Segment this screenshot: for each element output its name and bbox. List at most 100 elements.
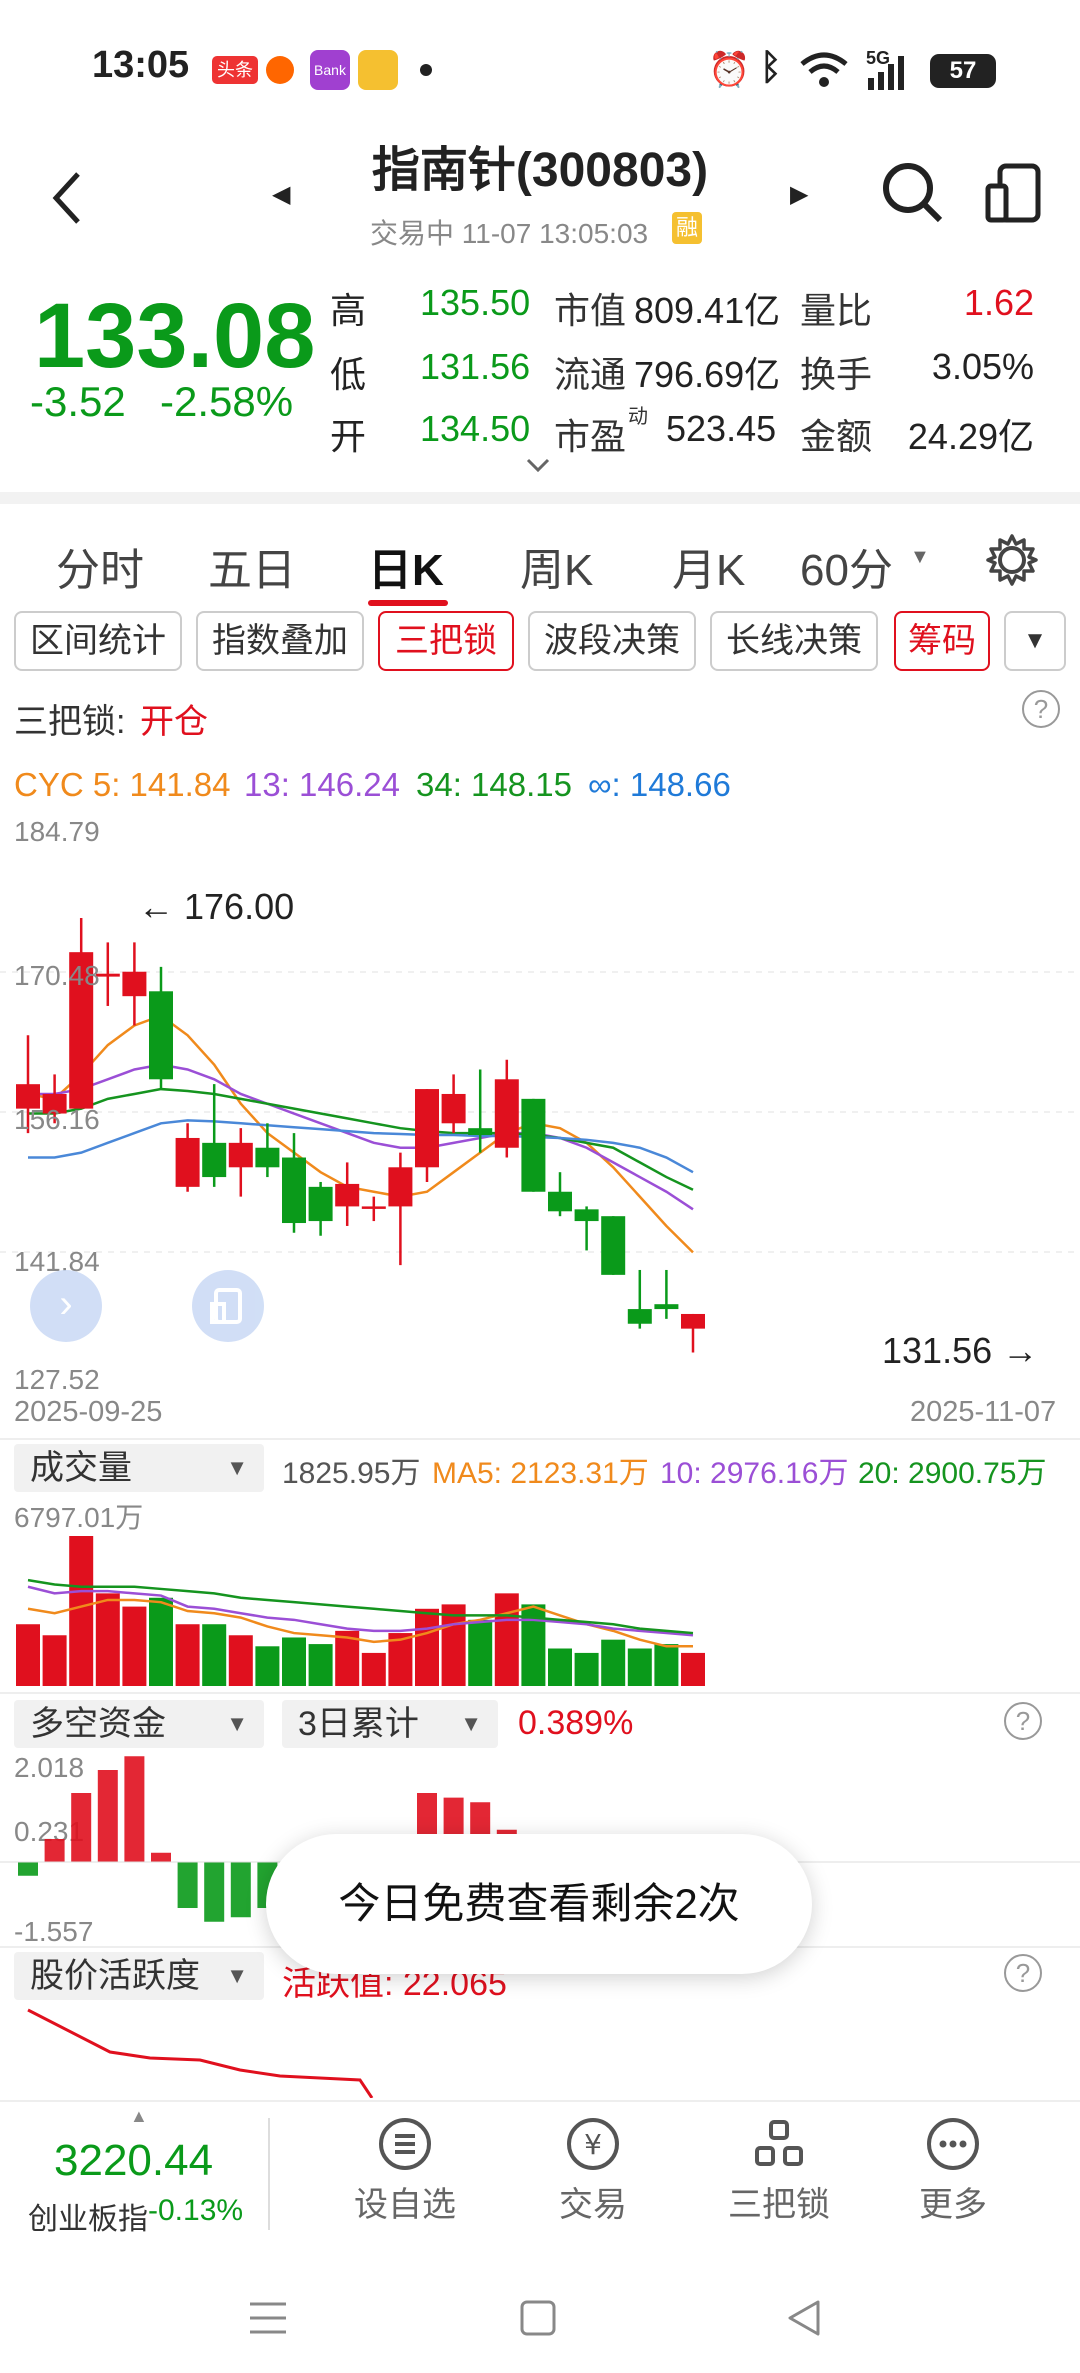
landscape-icon[interactable] bbox=[984, 162, 1044, 224]
volume-bar bbox=[441, 1604, 466, 1686]
index-up-icon: ▲ bbox=[130, 2106, 148, 2126]
candle-body bbox=[574, 1209, 599, 1222]
expand-chevron-icon[interactable] bbox=[526, 458, 550, 472]
volume-bar bbox=[681, 1652, 705, 1686]
candle-body bbox=[202, 1142, 227, 1178]
recents-menu-icon[interactable] bbox=[248, 2300, 288, 2336]
tab-monthly-k[interactable]: 月K bbox=[672, 546, 746, 595]
y-tick: 127.52 bbox=[14, 1364, 100, 1395]
activity-selector[interactable]: 股价活跃度 bbox=[14, 1952, 264, 2000]
money-flow-selector[interactable]: 多空资金 bbox=[14, 1700, 264, 1748]
index-name[interactable]: 创业板指 bbox=[28, 2203, 148, 2236]
tab-intraday[interactable]: 分时 bbox=[56, 546, 144, 595]
candle-body bbox=[149, 991, 173, 1080]
money-flow-value: 0.389% bbox=[518, 1704, 634, 1742]
volume-bar bbox=[601, 1639, 626, 1686]
price-change: -3.52 bbox=[30, 378, 126, 425]
prev-stock-icon[interactable]: ◀ bbox=[272, 181, 291, 208]
ma-line-13 bbox=[28, 1063, 694, 1211]
candle-body bbox=[308, 1186, 333, 1222]
stat-value-pe: 523.45 bbox=[666, 408, 777, 449]
trading-status: 交易中 11-07 13:05:03 bbox=[370, 218, 649, 249]
candle-body bbox=[95, 973, 120, 977]
chart-rotate-button[interactable] bbox=[192, 1270, 264, 1342]
more-button[interactable]: 更多 bbox=[888, 2116, 1018, 2226]
volume-top-tick: 6797.01万 bbox=[14, 1502, 144, 1533]
stat-value-mktcap: 809.41亿 bbox=[634, 290, 781, 331]
index-value[interactable]: 3220.44 bbox=[54, 2136, 214, 2185]
low-marker-value: 131.56 bbox=[882, 1330, 993, 1371]
stat-label-volratio: 量比 bbox=[800, 290, 873, 331]
volume-ma-line bbox=[27, 1578, 694, 1635]
volume-bar bbox=[255, 1646, 280, 1686]
candle-body bbox=[255, 1147, 280, 1168]
lock-icon bbox=[755, 2120, 803, 2166]
settings-gear-icon[interactable] bbox=[984, 532, 1040, 588]
volume-bar bbox=[308, 1644, 333, 1686]
candle-body bbox=[468, 1128, 493, 1136]
margin-badge: 融 bbox=[672, 212, 702, 244]
y-tick: 170.48 bbox=[14, 960, 100, 991]
add-watchlist-button[interactable]: 设自选 bbox=[340, 2116, 470, 2226]
money-period-selector[interactable]: 3日累计 bbox=[282, 1700, 498, 1748]
tool-long-decision[interactable]: 长线决策 bbox=[710, 611, 878, 671]
volume-chart[interactable] bbox=[0, 1530, 1080, 1692]
tab-60min-dropdown-icon[interactable]: ▼ bbox=[910, 546, 930, 568]
status-time: 13:05 bbox=[92, 44, 190, 86]
tab-60min[interactable]: 60分 bbox=[800, 546, 893, 595]
chart-expand-button[interactable]: › bbox=[30, 1270, 102, 1342]
tool-band-decision[interactable]: 波段决策 bbox=[528, 611, 696, 671]
activity-help-icon[interactable]: ? bbox=[1004, 1954, 1042, 1992]
tab-daily-k[interactable]: 日K bbox=[368, 546, 444, 595]
candle-body bbox=[335, 1183, 360, 1207]
indicator-toolbar: 区间统计 指数叠加 三把锁 波段决策 长线决策 筹码 ▼ bbox=[0, 607, 1080, 681]
trade-button[interactable]: ¥ 交易 bbox=[528, 2116, 658, 2226]
candle-body bbox=[122, 971, 147, 997]
stat-value-low: 131.56 bbox=[420, 346, 531, 387]
back-nav-icon[interactable] bbox=[784, 2298, 824, 2338]
stat-label-pe-sup: 动 bbox=[628, 406, 648, 428]
stat-label-high: 高 bbox=[330, 290, 367, 331]
volume-value: 1825.95万 bbox=[282, 1457, 421, 1490]
next-stock-icon[interactable]: ▶ bbox=[790, 181, 809, 208]
money-help-icon[interactable]: ? bbox=[1004, 1702, 1042, 1740]
three-locks-button[interactable]: 三把锁 bbox=[704, 2116, 854, 2226]
divider bbox=[268, 2118, 270, 2230]
high-marker-value: 176.00 bbox=[184, 886, 295, 927]
signal-value: 开仓 bbox=[140, 703, 208, 741]
signal-icon bbox=[868, 56, 904, 90]
tab-five-day[interactable]: 五日 bbox=[208, 546, 296, 595]
volume-selector[interactable]: 成交量 bbox=[14, 1444, 264, 1492]
volume-ma-line bbox=[27, 1585, 694, 1637]
more-notifications-icon bbox=[420, 64, 432, 76]
tab-weekly-k[interactable]: 周K bbox=[520, 546, 594, 595]
candle-body bbox=[42, 1093, 67, 1114]
stock-header: ◀ 指南针(300803) 交易中 11-07 13:05:03 融 ▶ bbox=[0, 140, 1080, 260]
y-tick: 156.16 bbox=[14, 1104, 100, 1135]
more-tools-dropdown-icon[interactable]: ▼ bbox=[1004, 611, 1066, 671]
stat-label-pe: 市盈 bbox=[554, 416, 627, 457]
yuan-icon: ¥ bbox=[567, 2118, 619, 2170]
home-icon[interactable] bbox=[518, 2298, 558, 2338]
volume-bar bbox=[202, 1624, 227, 1686]
stat-value-volratio: 1.62 bbox=[963, 282, 1034, 323]
period-tabs: 分时 五日 日K 周K 月K 60分 ▼ bbox=[0, 492, 1080, 607]
cycinf-label: ∞: 148.66 bbox=[588, 766, 731, 803]
app-icon-2 bbox=[266, 56, 294, 84]
money-tick: 2.018 bbox=[14, 1752, 85, 1783]
tool-three-locks[interactable]: 三把锁 bbox=[378, 611, 514, 671]
activity-chart[interactable] bbox=[0, 2002, 1080, 2098]
cyc5-label: CYC 5: 141.84 bbox=[14, 766, 231, 803]
volume-ma5: MA5: 2123.31万 bbox=[432, 1457, 649, 1490]
help-icon[interactable]: ? bbox=[1022, 690, 1060, 728]
volume-bar bbox=[16, 1624, 40, 1686]
volume-bar bbox=[468, 1619, 493, 1686]
search-icon[interactable] bbox=[880, 160, 946, 226]
tool-range-stats[interactable]: 区间统计 bbox=[14, 611, 182, 671]
tool-index-overlay[interactable]: 指数叠加 bbox=[196, 611, 364, 671]
back-icon[interactable] bbox=[48, 170, 84, 226]
stat-value-float: 796.69亿 bbox=[634, 354, 781, 395]
candlestick-chart[interactable] bbox=[0, 812, 1080, 1408]
tool-chips[interactable]: 筹码 bbox=[894, 611, 990, 671]
bluetooth-icon: ᛒ bbox=[760, 46, 782, 87]
